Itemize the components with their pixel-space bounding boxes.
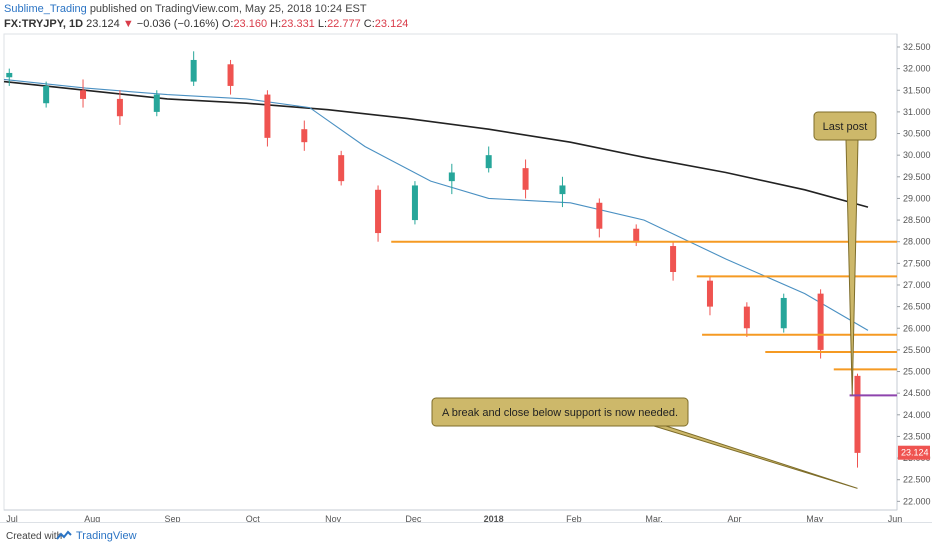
y-tick-label: 22.500: [903, 475, 931, 485]
candle-body: [780, 297, 787, 329]
y-tick-label: 26.500: [903, 302, 931, 312]
y-tick-label: 30.500: [903, 129, 931, 139]
plot-area: [3, 33, 898, 511]
quote-bar: FX:TRYJPY, 1D 23.124 ▼ −0.036 (−0.16%) O…: [4, 17, 408, 31]
y-tick-label: 24.500: [903, 388, 931, 398]
publish-info: published on TradingView.com, May 25, 20…: [89, 3, 367, 15]
y-tick-label: 24.000: [903, 410, 931, 420]
down-arrow-icon: ▼: [122, 18, 134, 30]
y-tick-label: 25.000: [903, 367, 931, 377]
candle-body: [190, 59, 197, 82]
low-label: L:: [317, 18, 328, 30]
candle-body: [522, 168, 529, 190]
y-tick-label: 29.500: [903, 172, 931, 182]
x-tick-label: Aug: [84, 514, 100, 522]
current-price-label: 23.124: [901, 448, 929, 458]
low-value: 22.777: [327, 18, 361, 30]
candle-body: [411, 185, 418, 221]
open-value: 23.160: [233, 18, 268, 30]
y-tick-label: 31.000: [903, 107, 931, 117]
candle-body: [596, 202, 603, 229]
footer-bar: Created with TradingView: [0, 522, 932, 551]
x-tick-label: Nov: [325, 514, 342, 522]
author-link[interactable]: Sublime_Trading: [4, 3, 87, 15]
candle-body: [227, 64, 234, 86]
candle-body: [301, 129, 308, 143]
close-label: C:: [363, 18, 375, 30]
y-tick-label: 23.500: [903, 431, 931, 441]
candle-body: [264, 94, 271, 138]
break-callout-text: A break and close below support is now n…: [442, 407, 678, 419]
candle-body: [153, 94, 160, 112]
last-post-callout-box: [813, 111, 877, 141]
current-price-tag: [898, 445, 930, 460]
candle-body: [80, 90, 87, 99]
high-label: H:: [270, 18, 282, 30]
symbol-label[interactable]: FX:TRYJPY, 1D: [4, 18, 84, 30]
candle-body: [448, 172, 455, 182]
last-price: 23.124: [86, 18, 120, 30]
y-tick-label: 27.000: [903, 280, 931, 290]
chart-header: Sublime_Trading published on TradingView…: [4, 2, 367, 16]
tradingview-brand[interactable]: TradingView: [76, 530, 137, 542]
candle-body: [706, 280, 713, 307]
y-tick-label: 25.500: [903, 345, 931, 355]
price-chart[interactable]: 32.500 32.000 31.500 31.000 30.500 30.000 29.5…: [0, 0, 932, 522]
y-tick-label: 22.000: [903, 496, 931, 506]
x-tick-label: Sep: [165, 514, 181, 522]
candle-body: [670, 246, 677, 272]
y-tick-label: 28.000: [903, 237, 931, 247]
y-tick-label: 32.000: [903, 64, 931, 74]
candle-body: [485, 155, 492, 169]
y-tick-label: 29.000: [903, 193, 931, 203]
y-tick-label: 27.500: [903, 258, 931, 268]
high-value: 23.331: [281, 18, 315, 30]
x-tick-label: Oct: [246, 514, 261, 522]
long-moving-average: [3, 80, 869, 208]
y-tick-label: 30.000: [903, 150, 931, 160]
tradingview-logo-icon: [56, 530, 72, 540]
price-change: −0.036 (−0.16%): [136, 18, 219, 30]
candle-body: [559, 185, 566, 195]
candle-body: [338, 155, 345, 182]
candle-body: [43, 85, 50, 104]
x-tick-label: 2018: [484, 514, 504, 522]
candle-body: [743, 306, 750, 329]
x-tick-label: Jul: [6, 514, 18, 522]
x-tick-label: Jun: [888, 514, 903, 522]
candle-body: [375, 189, 382, 234]
candle-body: [817, 293, 824, 350]
x-tick-label: Feb: [566, 514, 582, 522]
short-moving-average: [3, 78, 869, 331]
candle-body: [854, 375, 861, 453]
y-tick-label: 31.500: [903, 85, 931, 95]
y-tick-label: 26.000: [903, 323, 931, 333]
close-value: 23.124: [374, 18, 409, 30]
break-callout-box: [431, 397, 689, 427]
x-tick-label: Mar.: [645, 514, 663, 522]
candle-body: [116, 98, 123, 117]
x-tick-label: May: [806, 514, 824, 522]
x-tick-label: Dec: [405, 514, 422, 522]
open-label: O:: [221, 18, 234, 30]
y-tick-label: 32.500: [903, 42, 931, 52]
x-tick-label: Apr: [727, 514, 741, 522]
candle-body: [633, 228, 640, 242]
last-post-callout-text: Last post: [823, 121, 868, 133]
candle-body: [6, 72, 13, 78]
y-tick-label: 28.500: [903, 215, 931, 225]
created-with-text: Created with: [6, 531, 63, 542]
